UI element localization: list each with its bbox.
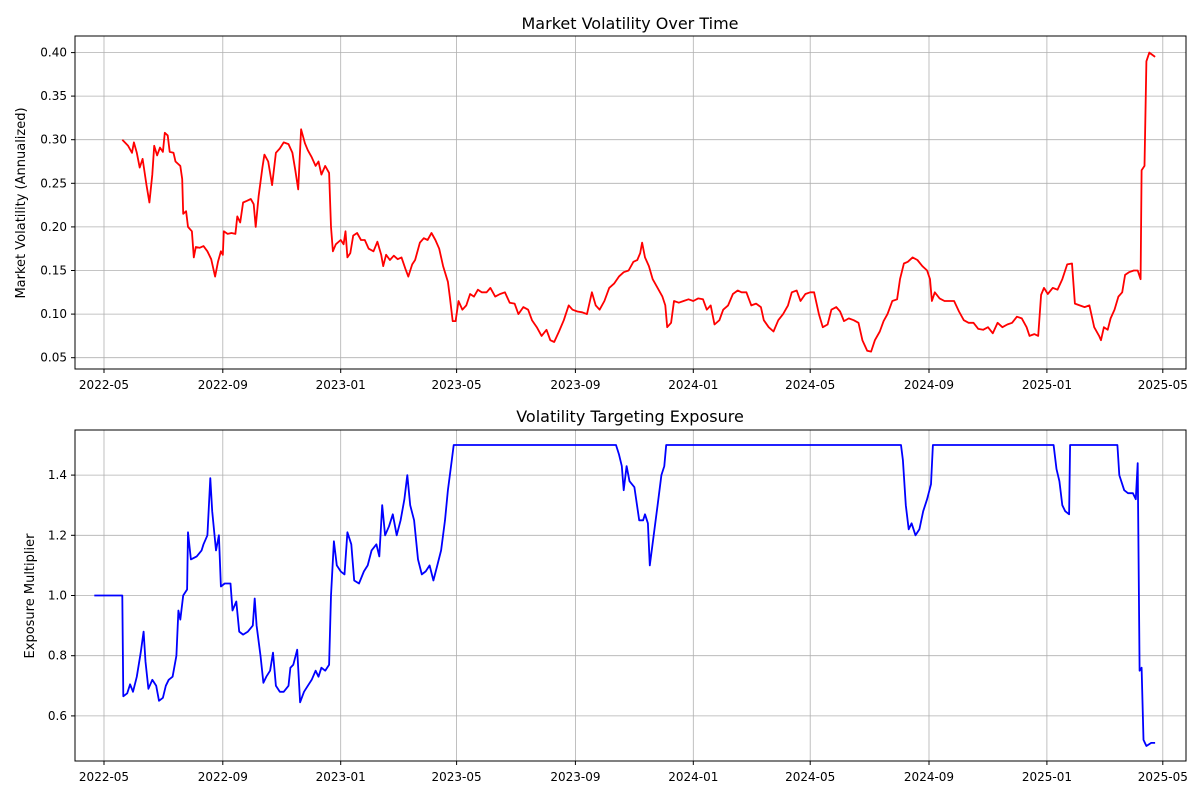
volatility-y-tick-label: 0.10 bbox=[40, 307, 67, 321]
exposure-series bbox=[94, 444, 1156, 747]
volatility-x-tick-label: 2024-05 bbox=[785, 378, 835, 392]
exposure-y-tick-label: 0.6 bbox=[48, 709, 67, 723]
exposure-series-line bbox=[94, 444, 1156, 747]
exposure-gridlines bbox=[75, 430, 1186, 761]
volatility-y-tick-label: 0.20 bbox=[40, 220, 67, 234]
volatility-plot-frame bbox=[74, 35, 1187, 370]
volatility-gridlines bbox=[75, 36, 1186, 369]
exposure-x-tick-label: 2024-05 bbox=[785, 770, 835, 784]
exposure-x-tick-label: 2023-01 bbox=[316, 770, 366, 784]
volatility-chart-title: Market Volatility Over Time bbox=[522, 14, 739, 33]
volatility-x-tick-label: 2023-05 bbox=[432, 378, 482, 392]
exposure-x-tick-label: 2025-05 bbox=[1138, 770, 1188, 784]
volatility-y-tick-label: 0.05 bbox=[40, 351, 67, 365]
exposure-y-tick-label: 1.2 bbox=[48, 528, 67, 542]
volatility-x-tick-label: 2024-09 bbox=[904, 378, 954, 392]
exposure-panel: Volatility Targeting Exposure 2022-05 202… bbox=[23, 407, 1188, 784]
exposure-y-tick-label: 1.4 bbox=[48, 468, 67, 482]
exposure-x-tick-label: 2023-05 bbox=[432, 770, 482, 784]
volatility-x-tick-label: 2024-01 bbox=[668, 378, 718, 392]
exposure-x-tick-label: 2024-01 bbox=[668, 770, 718, 784]
exposure-x-tick-label: 2025-01 bbox=[1022, 770, 1072, 784]
volatility-y-tick-label: 0.25 bbox=[40, 176, 67, 190]
volatility-x-tick-label: 2022-05 bbox=[79, 378, 129, 392]
volatility-y-axis-label: Market Volatility (Annualized) bbox=[14, 107, 29, 298]
exposure-x-tick-label: 2024-09 bbox=[904, 770, 954, 784]
exposure-y-tick-label: 1.0 bbox=[48, 589, 67, 603]
exposure-axis-ticks: 2022-05 2022-09 2023-01 2023-05 2023-09 2024-… bbox=[48, 468, 1188, 784]
volatility-y-tick-label: 0.40 bbox=[40, 46, 67, 60]
volatility-series-line bbox=[121, 51, 1156, 353]
volatility-y-tick-label: 0.35 bbox=[40, 89, 67, 103]
volatility-x-tick-label: 2023-01 bbox=[316, 378, 366, 392]
volatility-panel: Market Volatility Over Time 2022-05 2022-… bbox=[14, 14, 1188, 392]
exposure-x-tick-label: 2022-09 bbox=[198, 770, 248, 784]
exposure-x-tick-label: 2022-05 bbox=[79, 770, 129, 784]
volatility-x-tick-label: 2025-01 bbox=[1022, 378, 1072, 392]
volatility-y-tick-label: 0.30 bbox=[40, 133, 67, 147]
volatility-axis-ticks: 2022-05 2022-09 2023-01 2023-05 2023-09 2024-… bbox=[40, 46, 1188, 392]
exposure-x-tick-label: 2023-09 bbox=[550, 770, 600, 784]
volatility-x-tick-label: 2022-09 bbox=[198, 378, 248, 392]
exposure-chart-title: Volatility Targeting Exposure bbox=[516, 407, 744, 426]
volatility-series bbox=[121, 51, 1156, 353]
exposure-y-tick-label: 0.8 bbox=[48, 649, 67, 663]
volatility-y-tick-label: 0.15 bbox=[40, 264, 67, 278]
volatility-x-tick-label: 2023-09 bbox=[550, 378, 600, 392]
volatility-x-tick-label: 2025-05 bbox=[1138, 378, 1188, 392]
exposure-y-axis-label: Exposure Multiplier bbox=[23, 533, 38, 659]
